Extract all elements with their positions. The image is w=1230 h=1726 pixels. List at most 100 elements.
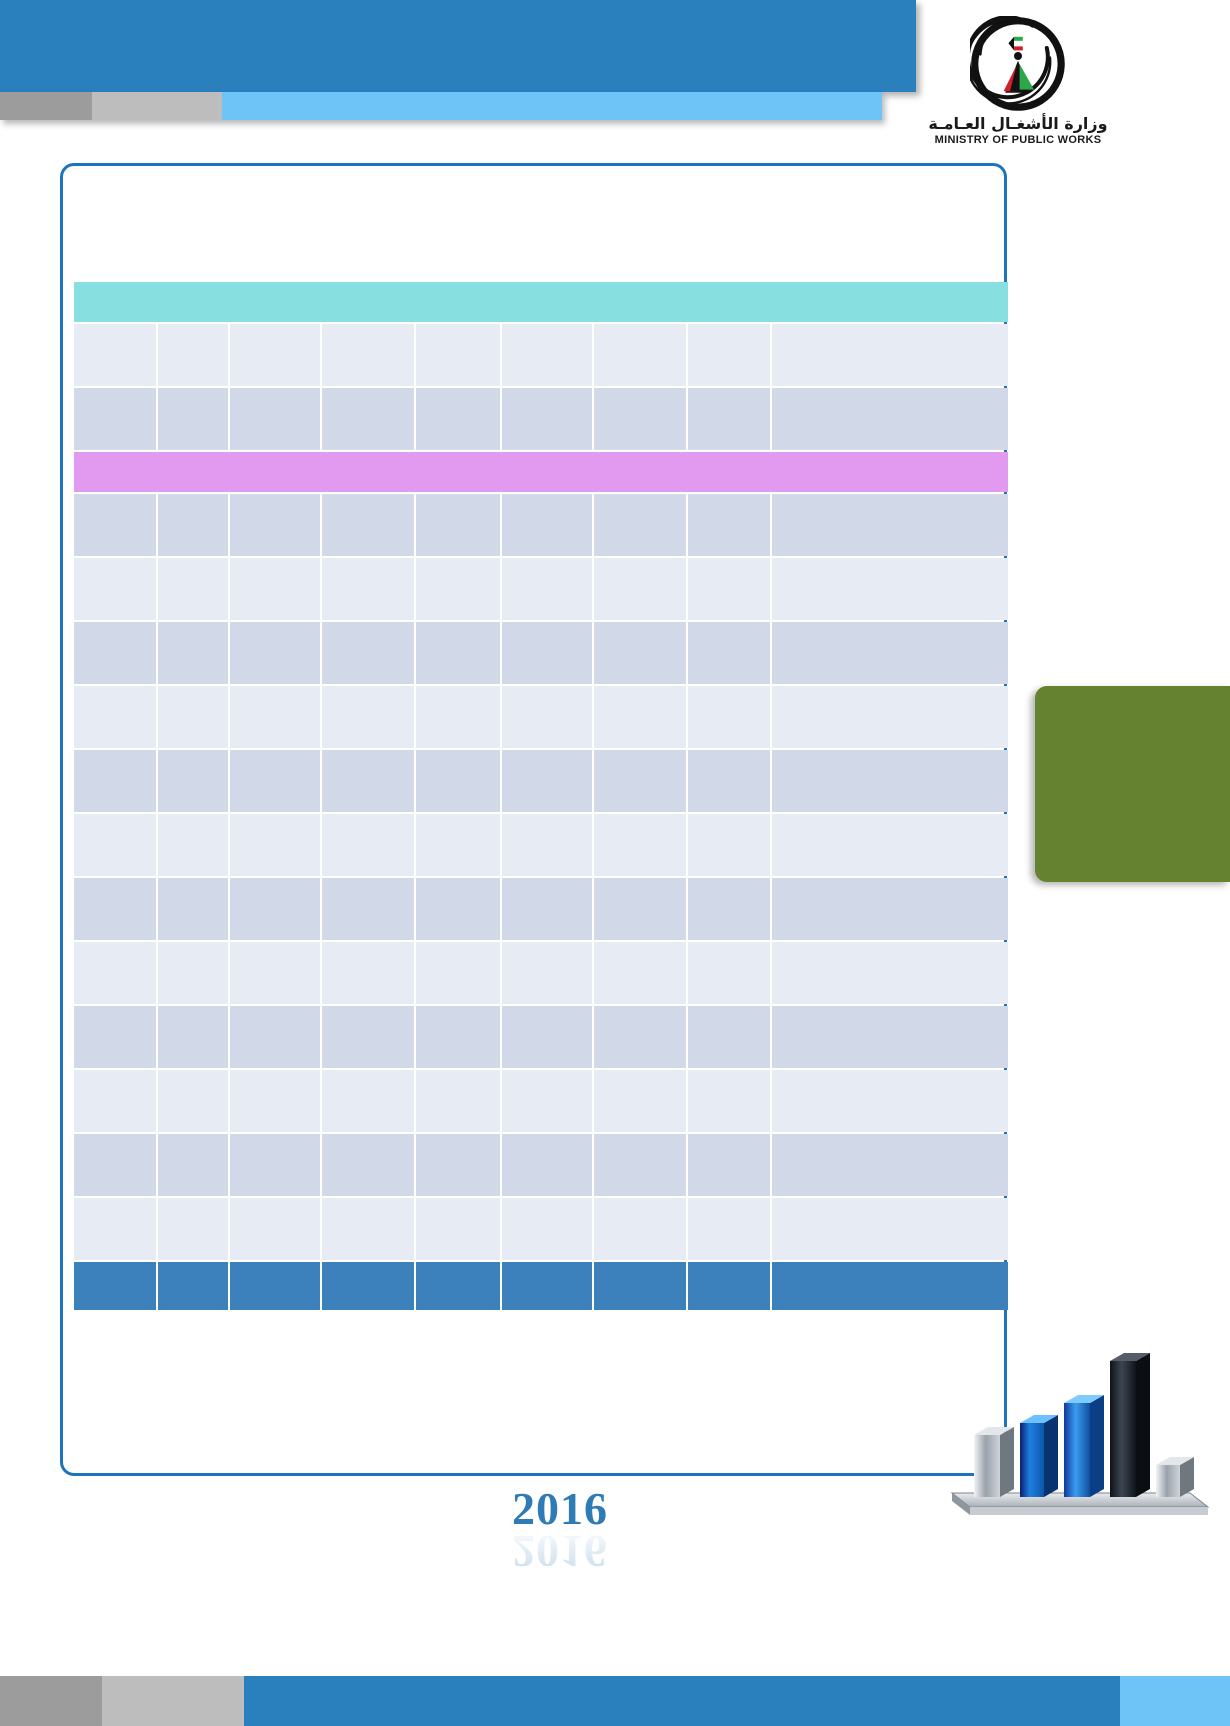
table-cell xyxy=(688,558,770,620)
table-cell xyxy=(322,750,414,812)
table-cell xyxy=(594,750,686,812)
table-cell xyxy=(230,558,320,620)
table-cell xyxy=(322,686,414,748)
table-cell xyxy=(416,1006,500,1068)
table-cell xyxy=(688,942,770,1004)
table-cell xyxy=(502,558,592,620)
table-cell xyxy=(502,494,592,556)
table-cell xyxy=(230,1006,320,1068)
table-cell xyxy=(416,1070,500,1132)
table-cell xyxy=(322,942,414,1004)
table-cell xyxy=(230,750,320,812)
header-accent-strip xyxy=(0,92,882,120)
table-cell xyxy=(772,942,1008,1004)
table-cell xyxy=(688,494,770,556)
table-cell xyxy=(772,1198,1008,1260)
header-strip-blue-light xyxy=(222,92,882,120)
table-row xyxy=(74,1262,1008,1310)
section-side-tab[interactable] xyxy=(1035,686,1230,882)
table-cell xyxy=(158,1134,228,1196)
table-cell xyxy=(502,686,592,748)
footer-strip-blue xyxy=(244,1676,1120,1726)
table-cell xyxy=(230,1198,320,1260)
table-cell xyxy=(502,942,592,1004)
table-cell xyxy=(416,942,500,1004)
table-cell xyxy=(74,1262,156,1310)
table-cell xyxy=(74,1070,156,1132)
table-cell xyxy=(688,1262,770,1310)
table-cell xyxy=(772,324,1008,386)
table-cell xyxy=(158,494,228,556)
table-cell xyxy=(74,324,156,386)
table-cell xyxy=(594,1134,686,1196)
table-cell xyxy=(594,1006,686,1068)
table-cell xyxy=(594,388,686,450)
table-cell xyxy=(688,1070,770,1132)
table-cell xyxy=(688,878,770,940)
table-cell xyxy=(322,1262,414,1310)
table-cell xyxy=(416,814,500,876)
table-cell xyxy=(230,942,320,1004)
table-cell xyxy=(772,750,1008,812)
header-strip-gray-dark xyxy=(0,92,92,120)
table-cell xyxy=(502,1070,592,1132)
table-cell xyxy=(74,750,156,812)
table-cell xyxy=(158,878,228,940)
table-cell xyxy=(230,1070,320,1132)
3d-bar-chart-icon xyxy=(940,1315,1230,1515)
table-row xyxy=(74,1070,1008,1132)
table-cell xyxy=(688,1134,770,1196)
table-cell xyxy=(74,686,156,748)
table-cell xyxy=(416,494,500,556)
table-cell xyxy=(230,1134,320,1196)
table-cell xyxy=(594,1070,686,1132)
table-cell xyxy=(230,878,320,940)
table-cell xyxy=(74,282,1008,322)
table-row xyxy=(74,1006,1008,1068)
table-cell xyxy=(502,1006,592,1068)
table-cell xyxy=(594,494,686,556)
footer-strip-gray-dark xyxy=(0,1676,102,1726)
table-cell xyxy=(594,686,686,748)
table-cell xyxy=(158,388,228,450)
table-cell xyxy=(322,1070,414,1132)
table-head xyxy=(74,278,1008,280)
table-cell xyxy=(74,942,156,1004)
table-row xyxy=(74,1198,1008,1260)
table-cell xyxy=(158,622,228,684)
table-cell xyxy=(688,1006,770,1068)
table-cell xyxy=(772,494,1008,556)
table-body xyxy=(74,282,1008,1310)
table-cell xyxy=(230,814,320,876)
table-cell xyxy=(594,1262,686,1310)
table-cell xyxy=(594,878,686,940)
table-cell xyxy=(74,452,1008,492)
table-cell xyxy=(74,878,156,940)
table-cell xyxy=(502,622,592,684)
table-cell xyxy=(74,494,156,556)
table-cell xyxy=(594,814,686,876)
table-cell xyxy=(502,388,592,450)
table-cell xyxy=(502,814,592,876)
table-cell xyxy=(158,1198,228,1260)
table-cell xyxy=(74,622,156,684)
table-cell xyxy=(74,1134,156,1196)
data-table xyxy=(72,276,1010,1312)
table-cell xyxy=(502,1198,592,1260)
table-cell xyxy=(322,622,414,684)
table-cell xyxy=(74,388,156,450)
table-cell xyxy=(158,814,228,876)
year-label: 2016 xyxy=(512,1483,608,1534)
ministry-logo: وزارة الأشغـال العـامـة MINISTRY OF PUBL… xyxy=(928,16,1108,156)
table-cell xyxy=(322,814,414,876)
table-cell xyxy=(230,388,320,450)
footer-strip-blue-light xyxy=(1120,1676,1230,1726)
table-cell xyxy=(322,324,414,386)
table-row xyxy=(74,282,1008,322)
table-cell xyxy=(416,388,500,450)
ministry-name-arabic: وزارة الأشغـال العـامـة xyxy=(928,114,1108,133)
table-cell xyxy=(502,1134,592,1196)
table-cell xyxy=(502,878,592,940)
table-cell xyxy=(594,558,686,620)
table-row xyxy=(74,622,1008,684)
